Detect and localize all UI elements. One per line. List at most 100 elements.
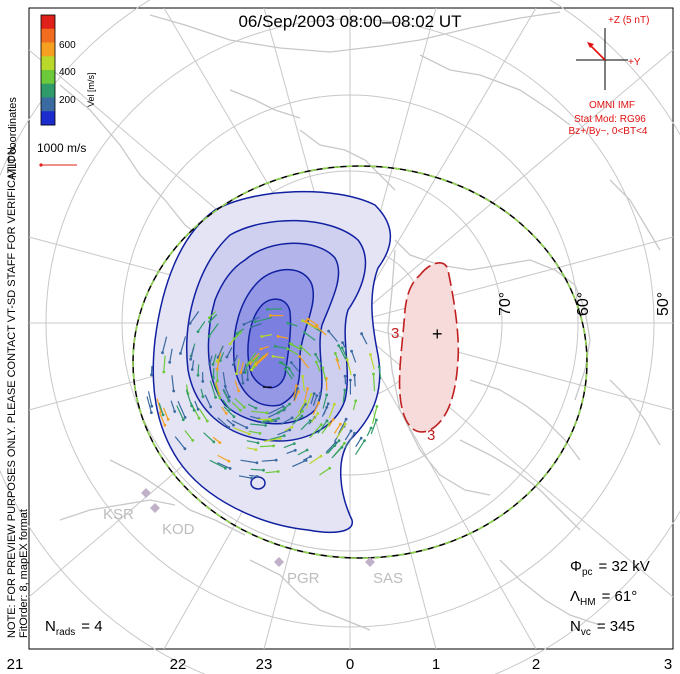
velocity-vector-origin: [274, 458, 278, 462]
velocity-vector: [204, 394, 212, 408]
velocity-vector-origin: [301, 409, 304, 413]
velocity-vector-origin: [292, 442, 296, 445]
velocity-vector-origin: [343, 422, 347, 426]
velocity-vector: [203, 432, 215, 443]
velocity-vector: [234, 397, 245, 408]
velocity-vector: [246, 352, 257, 366]
velocity-vector-origin: [340, 445, 344, 449]
velocity-vector-origin: [273, 345, 277, 348]
latitude-label-50: 50°: [655, 292, 672, 316]
velocity-vector-origin: [246, 378, 250, 382]
velocity-vector: [191, 360, 195, 370]
velocity-vector-origin: [341, 341, 344, 345]
velocity-vector-origin: [245, 426, 249, 430]
velocity-vector: [290, 362, 300, 372]
velocity-vector-origin: [239, 371, 243, 374]
svg-text:PGR: PGR: [287, 570, 320, 587]
velocity-vector-origin: [255, 461, 259, 465]
velocity-vector-origin: [286, 347, 289, 351]
velocity-vector: [194, 400, 199, 410]
velocity-vector-origin: [290, 416, 294, 420]
velocity-vectors: [146, 308, 382, 480]
colorbar-swatch: [41, 70, 55, 85]
velocity-vector-origin: [304, 319, 308, 323]
velocity-vector: [275, 345, 287, 349]
svg-text:KOD: KOD: [162, 521, 195, 538]
velocity-vector-origin: [326, 402, 330, 406]
velocity-vector: [243, 363, 247, 373]
velocity-vector: [344, 432, 356, 449]
velocity-vector: [233, 331, 243, 340]
velocity-vector: [240, 362, 244, 373]
velocity-vector-origin: [215, 367, 219, 371]
colorbar-swatch: [41, 83, 55, 98]
velocity-vector: [223, 406, 235, 418]
imf-model-condition: Bz+/By−, 0<BT<4: [569, 126, 648, 137]
velocity-vector-origin: [316, 412, 320, 415]
velocity-vector: [317, 392, 322, 403]
velocity-vector: [226, 419, 234, 426]
velocity-vector: [248, 430, 261, 434]
velocity-vector: [326, 445, 336, 455]
velocity-vector-origin: [162, 370, 166, 374]
velocity-vector: [261, 459, 277, 462]
velocity-vector-origin: [224, 466, 227, 470]
velocity-vector: [293, 410, 304, 421]
velocity-vector-origin: [196, 373, 200, 377]
plot-frame: [28, 7, 674, 650]
velocity-vector: [209, 355, 213, 365]
velocity-vector-origin: [300, 414, 304, 418]
velocity-vector: [297, 449, 308, 456]
velocity-vector: [325, 442, 337, 453]
velocity-vector-origin: [256, 441, 260, 445]
velocity-vector: [310, 393, 315, 405]
velocity-vector-origin: [271, 355, 275, 358]
velocity-vector: [299, 403, 306, 413]
velocity-vector: [300, 345, 312, 357]
velocity-vector-origin: [189, 357, 193, 361]
velocity-vector: [169, 348, 173, 363]
velocity-vector-origin: [274, 419, 278, 423]
velocity-vector-origin: [259, 347, 263, 351]
velocity-vector: [299, 356, 310, 369]
velocity-vector: [322, 394, 328, 409]
velocity-vector-origin: [331, 418, 335, 422]
velocity-vector-origin: [306, 387, 309, 390]
velocity-vector: [302, 376, 305, 392]
velocity-vector: [322, 367, 327, 382]
velocity-vector: [323, 403, 329, 415]
velocity-vector: [309, 424, 322, 439]
velocity-vector-origin: [225, 355, 229, 359]
velocity-vector: [232, 354, 238, 365]
velocity-vector-origin: [299, 344, 302, 348]
velocity-vector: [342, 342, 348, 351]
velocity-vector: [283, 443, 295, 449]
velocity-vector-origin: [183, 447, 187, 451]
velocity-vector-origin: [237, 389, 241, 393]
velocity-vector-origin: [350, 349, 353, 353]
velocity-vector-origin: [343, 374, 347, 378]
velocity-vector-origin: [281, 405, 285, 408]
velocity-vector-origin: [218, 441, 222, 444]
colorbar-tick-200: 200: [59, 95, 76, 106]
coordinate-system-label: MLT coordinates: [7, 97, 19, 178]
velocity-vector-origin: [345, 358, 349, 362]
velocity-vector: [269, 435, 285, 440]
stats-lambda-hm: ΛHM = 61°: [570, 588, 637, 608]
velocity-vector: [288, 368, 295, 377]
velocity-vector: [305, 394, 312, 410]
velocity-vector: [234, 380, 240, 391]
stats-phi-pc: Φpc = 32 kV: [570, 558, 650, 578]
velocity-vector: [265, 470, 279, 474]
velocity-vector: [158, 412, 166, 426]
velocity-vector-origin: [276, 335, 280, 338]
fit-order-label: FitOrder: 8, mapEX format: [18, 509, 30, 638]
velocity-vector-origin: [228, 408, 232, 411]
velocity-vector: [161, 336, 168, 353]
svg-text:ΛHM= 61°: ΛHM = 61°: [570, 588, 637, 608]
velocity-vector: [238, 475, 252, 479]
velocity-vector-origin: [266, 308, 269, 311]
velocity-vector: [231, 401, 241, 411]
velocity-vector: [243, 316, 260, 325]
